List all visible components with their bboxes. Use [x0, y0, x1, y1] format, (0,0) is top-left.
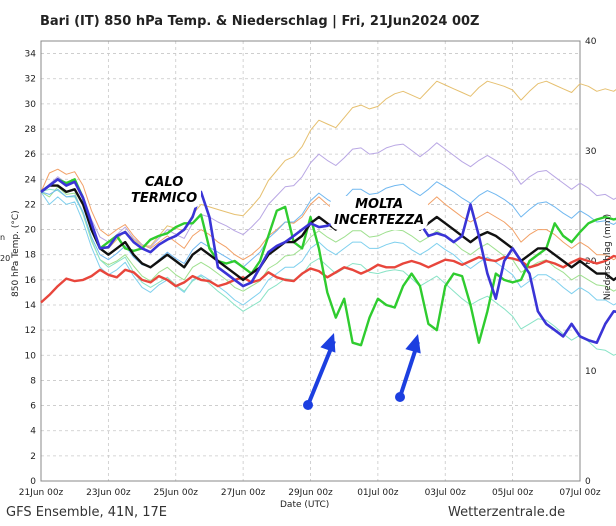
footer-model-info: GFS Ensemble, 41N, 17E [6, 505, 168, 520]
y2-tick-label: 40 [585, 37, 597, 47]
x-tick-label: 21Jun 00z [19, 488, 64, 498]
y-tick-label: 8 [30, 376, 36, 386]
y-tick-label: 16 [25, 276, 37, 286]
footer-source: Wetterzentrale.de [448, 505, 566, 520]
y2-tick-label: 30 [585, 147, 597, 157]
clipped-label-fragment: 20 [0, 254, 11, 263]
x-tick-label: 01Jul 00z [357, 488, 399, 498]
annotation-calo-termico: CALO TERMICO [127, 174, 202, 208]
x-tick-label: 07Jul 00z [559, 488, 601, 498]
annotation-molta-incertezza: MOLTA INCERTEZZA [330, 196, 429, 230]
y-tick-label: 2 [30, 452, 36, 462]
y-axis-label: 850 hPa Temp. (°C) [11, 210, 21, 297]
arrow-head [405, 334, 421, 354]
y-tick-label: 26 [25, 150, 37, 160]
x-axis-label: Date (UTC) [280, 500, 330, 510]
clipped-label-fragment: n [0, 233, 6, 242]
y-tick-label: 28 [25, 125, 37, 135]
series-control [40, 254, 616, 304]
series-member-5 [40, 188, 616, 356]
series-member-highlight [40, 178, 616, 347]
x-tick-label: 05Jul 00z [492, 488, 534, 498]
y2-tick-label: 0 [585, 477, 591, 487]
chart-title: Bari (IT) 850 hPa Temp. & Niederschlag |… [40, 14, 480, 29]
annotation-line: MOLTA [355, 197, 404, 212]
series-layer [40, 80, 616, 356]
y-tick-label: 4 [30, 427, 36, 437]
y-tick-label: 22 [25, 200, 36, 210]
series-member-3 [40, 191, 616, 306]
arrow-head [320, 333, 336, 353]
y-tick-label: 6 [30, 402, 36, 412]
x-tick-label: 23Jun 00z [86, 488, 131, 498]
y-tick-label: 30 [25, 100, 37, 110]
y-tick-label: 14 [25, 301, 37, 311]
annotation-line: INCERTEZZA [334, 213, 425, 228]
grid-layer [40, 41, 581, 482]
x-tick-label: 25Jun 00z [153, 488, 198, 498]
series-member-6 [40, 80, 616, 249]
y-tick-label: 12 [25, 326, 36, 336]
arrow-shaft [306, 340, 336, 406]
y-tick-label: 0 [30, 477, 36, 487]
x-tick-label: 03Jul 00z [425, 488, 467, 498]
y2-tick-label: 10 [585, 367, 597, 377]
y-tick-label: 24 [25, 175, 37, 185]
x-tick-label: 29Jun 00z [288, 488, 333, 498]
y-tick-label: 34 [25, 50, 37, 60]
arrow-layer [303, 333, 421, 410]
y-tick-label: 32 [25, 75, 36, 85]
y-tick-label: 18 [25, 251, 37, 261]
axes-layer: 0246810121416182022242628303234010203040… [19, 37, 601, 498]
annotation-line: CALO [144, 175, 184, 190]
y-tick-label: 10 [25, 351, 37, 361]
x-tick-label: 27Jun 00z [221, 488, 266, 498]
annotation-line: TERMICO [131, 191, 198, 206]
y2-axis-label: Niederschlag (mm) [603, 213, 613, 301]
series-member-1 [40, 186, 616, 292]
y-tick-label: 20 [25, 226, 37, 236]
